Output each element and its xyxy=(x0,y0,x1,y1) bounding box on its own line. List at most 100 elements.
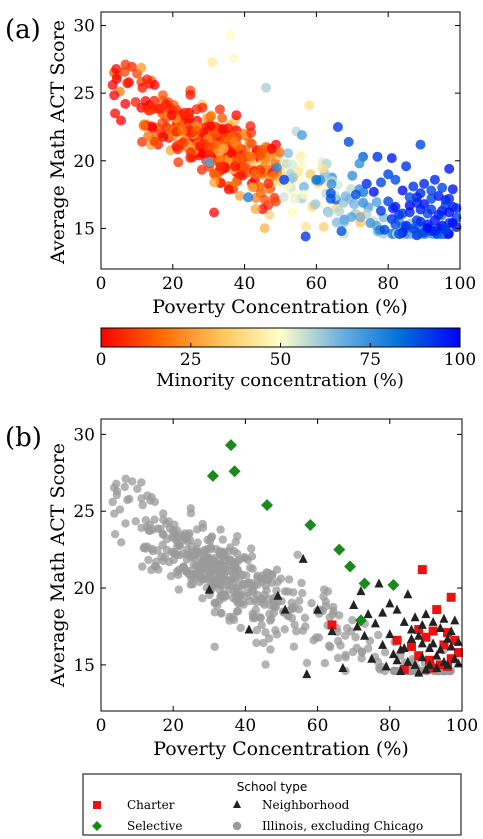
panel-a-point xyxy=(447,184,458,195)
illinois-point xyxy=(227,575,237,584)
panel-b-axes-frame xyxy=(100,418,463,712)
panel-b-y-tick-label: 25 xyxy=(73,502,95,522)
illinois-point xyxy=(138,500,147,510)
panel-a-x-tick-label: 40 xyxy=(234,274,256,294)
charter-point xyxy=(450,635,460,645)
panel-a-point xyxy=(223,184,234,195)
legend-title: School type xyxy=(237,780,307,794)
panel-a-label: (a) xyxy=(5,15,41,45)
illinois-point xyxy=(319,592,328,601)
neighborhood-point xyxy=(381,661,391,671)
neighborhood-point xyxy=(414,667,424,677)
illinois-point xyxy=(210,553,220,563)
panel-a-point xyxy=(251,192,261,203)
panel-a-point xyxy=(270,196,281,207)
illinois-point xyxy=(266,616,275,625)
panel-a-point xyxy=(247,182,258,193)
panel-b-x-tick-label: 80 xyxy=(379,716,401,736)
panel-a-point xyxy=(318,221,329,232)
panel-a-point xyxy=(138,120,149,131)
neighborhood-point xyxy=(273,590,283,600)
panel-a-point xyxy=(408,181,419,192)
illinois-point xyxy=(248,579,257,588)
panel-a-point xyxy=(451,203,462,214)
selective-point xyxy=(333,543,346,556)
panel-a-point xyxy=(120,98,131,109)
panel-a-point xyxy=(349,199,360,210)
panel-a-point xyxy=(350,189,361,200)
panel-a-point xyxy=(310,199,321,210)
neighborhood-point xyxy=(338,662,348,672)
illinois-point xyxy=(205,577,215,586)
neighborhood-point xyxy=(417,638,427,648)
illinois-point xyxy=(138,562,147,571)
colorbar-tick-label: 25 xyxy=(180,350,202,370)
illinois-point xyxy=(290,602,299,612)
illinois-point xyxy=(218,535,227,544)
illinois-point xyxy=(312,633,321,642)
panel-a-point xyxy=(172,144,183,155)
panel-a-point xyxy=(390,219,401,230)
illinois-point xyxy=(259,638,268,648)
panel-b-x-tick-label: 60 xyxy=(307,716,329,736)
panel-a-point xyxy=(185,89,196,100)
illinois-point xyxy=(320,659,330,668)
neighborhood-point xyxy=(421,609,431,619)
illinois-point xyxy=(211,565,221,574)
selective-point xyxy=(387,578,400,591)
illinois-point xyxy=(193,538,202,547)
panel-a-point xyxy=(111,64,122,74)
neighborhood-point xyxy=(374,578,384,588)
illinois-point xyxy=(233,606,243,616)
illinois-point xyxy=(284,575,294,584)
panel-a-point xyxy=(122,78,133,89)
illinois-point xyxy=(166,572,176,581)
panel-a-point xyxy=(394,228,404,239)
panel-a-point xyxy=(397,208,408,219)
panel-a-point xyxy=(376,177,386,188)
illinois-point xyxy=(133,484,142,493)
panel-a-point xyxy=(415,204,426,215)
panel-a-y-tick-label: 30 xyxy=(73,17,95,37)
panel-a-point xyxy=(173,157,184,168)
neighborhood-point xyxy=(385,629,395,639)
illinois-point xyxy=(342,624,352,633)
panel-a-axes-frame xyxy=(100,11,461,270)
illinois-point xyxy=(186,580,195,589)
panel-a-point xyxy=(339,216,350,227)
panel-a-point xyxy=(140,96,151,106)
panel-a-point xyxy=(371,197,382,208)
panel-a-point xyxy=(223,123,234,134)
illinois-point xyxy=(150,562,159,571)
panel-a-point xyxy=(271,162,282,173)
illinois-point xyxy=(247,544,256,553)
panel-a-points xyxy=(107,30,462,242)
neighborhood-point xyxy=(280,604,290,614)
illinois-point xyxy=(235,598,244,608)
illinois-point xyxy=(216,525,225,534)
panel-a-point xyxy=(290,193,301,204)
legend-illinois-label: Illinois, excluding Chicago xyxy=(262,819,423,833)
panel-a-point xyxy=(225,30,236,40)
panel-a-point xyxy=(147,123,158,134)
neighborhood-point xyxy=(446,641,456,651)
panel-a-x-tick-label: 80 xyxy=(377,274,399,294)
panel-a-point xyxy=(246,151,257,162)
illinois-point xyxy=(289,588,298,597)
panel-a-point xyxy=(203,142,214,152)
neighborhood-point xyxy=(352,621,362,631)
panel-a-point xyxy=(299,189,310,200)
illinois-point xyxy=(357,648,367,657)
illinois-point xyxy=(131,517,140,526)
panel-a-point xyxy=(130,97,141,107)
neighborhood-point xyxy=(428,616,438,626)
neighborhood-point xyxy=(370,618,380,628)
panel-a-point xyxy=(229,137,240,148)
panel-a-point xyxy=(415,188,426,199)
illinois-point xyxy=(272,586,281,595)
illinois-point xyxy=(174,585,183,594)
panel-a-point xyxy=(433,191,444,201)
neighborhood-point xyxy=(298,553,308,563)
panel-a-point xyxy=(241,162,252,173)
panel-a-point xyxy=(243,192,254,203)
